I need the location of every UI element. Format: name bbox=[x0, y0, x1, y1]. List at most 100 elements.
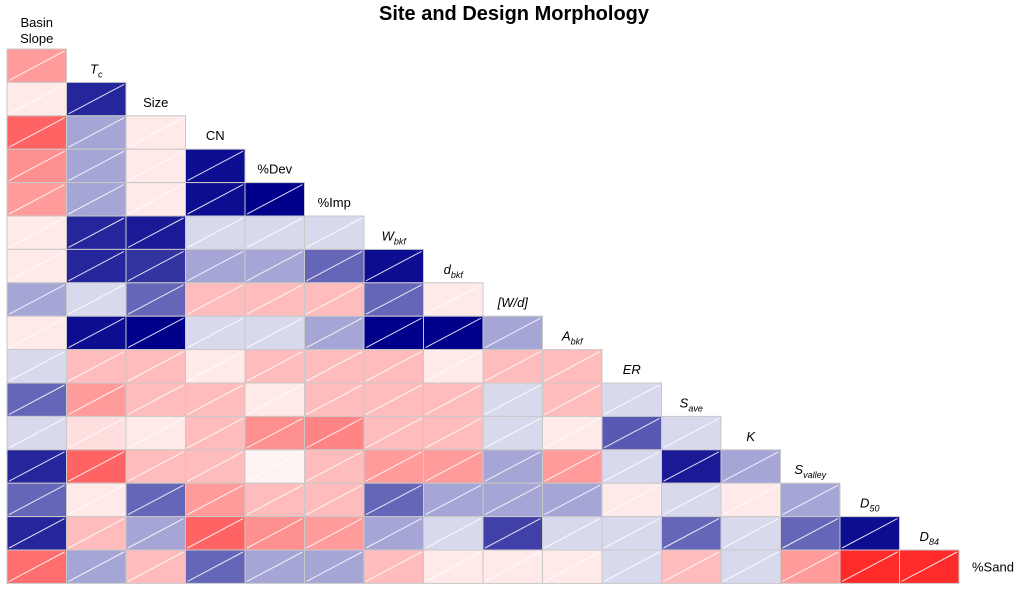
heatmap-cell bbox=[66, 148, 127, 184]
heatmap-cell bbox=[304, 349, 365, 384]
heatmap-cell bbox=[482, 549, 543, 584]
heatmap-cell bbox=[125, 549, 186, 584]
heatmap-cell bbox=[244, 482, 305, 518]
heatmap-cell bbox=[185, 215, 246, 250]
heatmap-cell bbox=[244, 382, 305, 417]
heatmap-cell bbox=[185, 516, 246, 551]
variable-label: dbkf bbox=[444, 262, 465, 280]
heatmap-cell bbox=[482, 315, 543, 351]
heatmap-cell bbox=[125, 115, 186, 150]
heatmap-cell bbox=[363, 349, 424, 384]
heatmap-cell bbox=[601, 516, 662, 551]
variable-label: Save bbox=[680, 395, 703, 413]
heatmap-cell bbox=[66, 182, 127, 217]
heatmap-cell bbox=[482, 349, 543, 384]
cells-layer bbox=[6, 48, 960, 584]
heatmap-cell bbox=[125, 382, 186, 417]
heatmap-cell bbox=[185, 182, 246, 217]
heatmap-cell bbox=[185, 349, 246, 384]
heatmap-cell bbox=[542, 516, 603, 551]
heatmap-cell bbox=[6, 449, 67, 484]
heatmap-cell bbox=[66, 315, 127, 351]
heatmap-cell bbox=[839, 516, 900, 551]
heatmap-cell bbox=[423, 315, 484, 351]
heatmap-cell bbox=[363, 315, 424, 351]
heatmap-cell bbox=[304, 315, 365, 351]
heatmap-cell bbox=[304, 549, 365, 584]
svg-text:K: K bbox=[746, 429, 756, 444]
heatmap-cell bbox=[542, 382, 603, 417]
heatmap-cell bbox=[363, 382, 424, 417]
heatmap-cell bbox=[6, 215, 67, 250]
heatmap-cell bbox=[125, 148, 186, 184]
heatmap-cell bbox=[6, 248, 67, 284]
heatmap-cell bbox=[6, 282, 67, 317]
heatmap-cell bbox=[6, 115, 67, 150]
heatmap-cell bbox=[304, 516, 365, 551]
heatmap-cell bbox=[66, 248, 127, 284]
heatmap-cell bbox=[720, 516, 781, 551]
heatmap-cell bbox=[661, 415, 722, 451]
svg-text:CN: CN bbox=[206, 128, 225, 143]
heatmap-cell bbox=[482, 516, 543, 551]
heatmap-cell bbox=[125, 315, 186, 351]
heatmap-cell bbox=[304, 415, 365, 451]
svg-text:Wbkf: Wbkf bbox=[382, 228, 408, 246]
variable-label: Size bbox=[143, 95, 168, 110]
heatmap-cell bbox=[423, 382, 484, 417]
heatmap-cell bbox=[244, 215, 305, 250]
heatmap-cell bbox=[601, 449, 662, 484]
heatmap-cell bbox=[423, 282, 484, 317]
svg-text:Abkf: Abkf bbox=[561, 329, 584, 347]
heatmap-cell bbox=[185, 148, 246, 184]
heatmap-cell bbox=[601, 415, 662, 451]
heatmap-cell bbox=[125, 215, 186, 250]
heatmap-cell bbox=[423, 516, 484, 551]
svg-text:Svalley: Svalley bbox=[794, 462, 826, 480]
heatmap-cell bbox=[601, 482, 662, 518]
heatmap-cell bbox=[423, 349, 484, 384]
svg-text:Size: Size bbox=[143, 95, 168, 110]
heatmap-cell bbox=[125, 248, 186, 284]
variable-label: Tc bbox=[90, 61, 103, 79]
heatmap-cell bbox=[185, 549, 246, 584]
svg-text:[W/d]: [W/d] bbox=[497, 295, 529, 310]
heatmap-cell bbox=[244, 449, 305, 484]
heatmap-cell bbox=[720, 482, 781, 518]
heatmap-cell bbox=[661, 549, 722, 584]
heatmap-cell bbox=[304, 282, 365, 317]
heatmap-cell bbox=[244, 182, 305, 217]
variable-label: ER bbox=[623, 362, 641, 377]
heatmap-cell bbox=[125, 282, 186, 317]
heatmap-cell bbox=[363, 549, 424, 584]
variable-label: D84 bbox=[920, 529, 939, 547]
heatmap-cell bbox=[542, 482, 603, 518]
svg-text:Tc: Tc bbox=[90, 61, 103, 79]
svg-text:Slope: Slope bbox=[20, 31, 53, 46]
heatmap-cell bbox=[720, 549, 781, 584]
heatmap-cell bbox=[66, 349, 127, 384]
heatmap-cell bbox=[363, 449, 424, 484]
heatmap-cell bbox=[66, 81, 127, 117]
heatmap-cell bbox=[6, 415, 67, 451]
heatmap-cell bbox=[601, 549, 662, 584]
heatmap-cell bbox=[482, 449, 543, 484]
heatmap-cell bbox=[66, 215, 127, 250]
heatmap-cell bbox=[482, 482, 543, 518]
heatmap-cell bbox=[6, 315, 67, 351]
heatmap-cell bbox=[304, 248, 365, 284]
svg-text:%Imp: %Imp bbox=[318, 195, 351, 210]
heatmap-cell bbox=[363, 248, 424, 284]
heatmap-cell bbox=[125, 516, 186, 551]
heatmap-cell bbox=[363, 282, 424, 317]
heatmap-cell bbox=[185, 482, 246, 518]
heatmap-cell bbox=[185, 449, 246, 484]
heatmap-cell bbox=[542, 349, 603, 384]
heatmap-cell bbox=[66, 415, 127, 451]
heatmap-cell bbox=[542, 415, 603, 451]
heatmap-cell bbox=[482, 382, 543, 417]
heatmap-cell bbox=[601, 382, 662, 417]
heatmap-cell bbox=[185, 415, 246, 451]
